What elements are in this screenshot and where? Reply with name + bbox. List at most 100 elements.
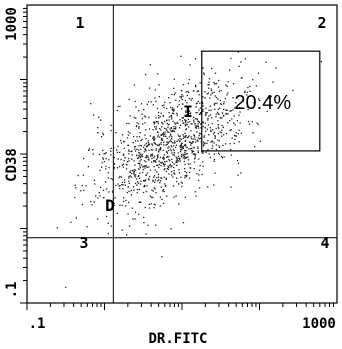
scatter-point <box>253 102 255 104</box>
scatter-point <box>90 103 92 105</box>
scatter-point <box>210 88 212 90</box>
scatter-point <box>147 157 150 159</box>
scatter-point <box>133 189 135 191</box>
scatter-point <box>150 155 152 157</box>
scatter-point <box>175 126 177 128</box>
scatter-point <box>194 118 197 120</box>
scatter-point <box>180 55 182 57</box>
scatter-point <box>196 173 198 175</box>
scatter-point <box>211 67 213 70</box>
scatter-point <box>152 137 154 139</box>
scatter-point <box>197 151 199 154</box>
scatter-point <box>111 190 114 192</box>
scatter-point <box>198 113 201 115</box>
quadrant-label-1: 1 <box>75 14 84 32</box>
scatter-point <box>209 97 211 99</box>
scatter-point <box>218 146 221 148</box>
scatter-point <box>153 203 155 205</box>
scatter-point <box>140 145 142 147</box>
scatter-point <box>222 126 224 128</box>
scatter-point <box>151 153 154 155</box>
scatter-point <box>107 177 109 179</box>
scatter-point <box>138 177 141 179</box>
scatter-point <box>226 94 228 96</box>
scatter-point <box>193 119 195 121</box>
scatter-point <box>139 165 141 167</box>
scatter-point <box>155 100 157 103</box>
scatter-point <box>128 160 130 162</box>
scatter-point <box>120 142 123 144</box>
scatter-point <box>157 164 159 167</box>
scatter-point <box>128 180 130 182</box>
scatter-point <box>235 102 237 104</box>
scatter-point <box>174 123 177 125</box>
scatter-point <box>212 129 214 131</box>
scatter-point <box>172 109 174 111</box>
scatter-point <box>196 112 198 114</box>
scatter-point <box>145 154 148 157</box>
scatter-point <box>159 116 161 118</box>
scatter-point <box>199 123 202 125</box>
scatter-point <box>162 115 164 117</box>
scatter-point <box>158 163 160 166</box>
scatter-point <box>92 153 94 155</box>
scatter-point <box>104 152 106 155</box>
scatter-point <box>182 122 185 124</box>
scatter-point <box>131 154 133 156</box>
scatter-point <box>213 160 215 162</box>
scatter-point <box>187 118 190 120</box>
scatter-point <box>113 204 115 207</box>
scatter-point <box>171 146 173 148</box>
scatter-point <box>178 104 180 106</box>
scatter-point <box>181 182 183 184</box>
scatter-point <box>165 177 167 179</box>
scatter-point <box>153 157 155 159</box>
scatter-point <box>160 147 162 150</box>
scatter-point <box>103 153 105 155</box>
scatter-point <box>175 156 177 158</box>
scatter-point <box>151 143 153 145</box>
scatter-point <box>193 121 195 123</box>
scatter-point <box>144 134 146 136</box>
scatter-point <box>155 191 157 194</box>
scatter-point <box>177 157 179 160</box>
scatter-point <box>188 135 190 137</box>
scatter-point <box>215 144 218 146</box>
scatter-point <box>170 106 172 109</box>
scatter-point <box>131 150 133 152</box>
scatter-point <box>221 124 223 127</box>
scatter-point <box>194 58 197 60</box>
scatter-point <box>275 67 277 69</box>
scatter-point <box>138 152 140 154</box>
scatter-point <box>147 101 150 103</box>
scatter-point <box>185 111 187 113</box>
scatter-point <box>165 135 167 138</box>
scatter-point <box>172 176 174 178</box>
scatter-point <box>149 195 152 197</box>
scatter-point <box>203 143 205 145</box>
scatter-point <box>183 155 186 157</box>
scatter-point <box>176 180 178 183</box>
scatter-point <box>160 137 163 140</box>
scatter-point <box>180 124 182 126</box>
scatter-point <box>206 93 208 95</box>
scatter-point <box>195 84 197 87</box>
scatter-point <box>218 79 220 82</box>
scatter-point <box>225 112 228 115</box>
scatter-point <box>143 185 146 188</box>
scatter-point <box>143 109 145 111</box>
scatter-point <box>211 92 213 94</box>
scatter-point <box>141 113 143 115</box>
scatter-point <box>138 175 140 177</box>
scatter-point <box>138 145 140 147</box>
scatter-point <box>180 146 182 148</box>
scatter-point <box>173 170 175 172</box>
scatter-point <box>209 105 211 107</box>
scatter-point <box>158 96 160 98</box>
scatter-point <box>140 103 143 105</box>
scatter-point <box>135 106 137 108</box>
scatter-point <box>166 152 168 154</box>
scatter-point <box>182 155 184 157</box>
scatter-point <box>110 129 112 132</box>
scatter-point <box>163 106 165 109</box>
